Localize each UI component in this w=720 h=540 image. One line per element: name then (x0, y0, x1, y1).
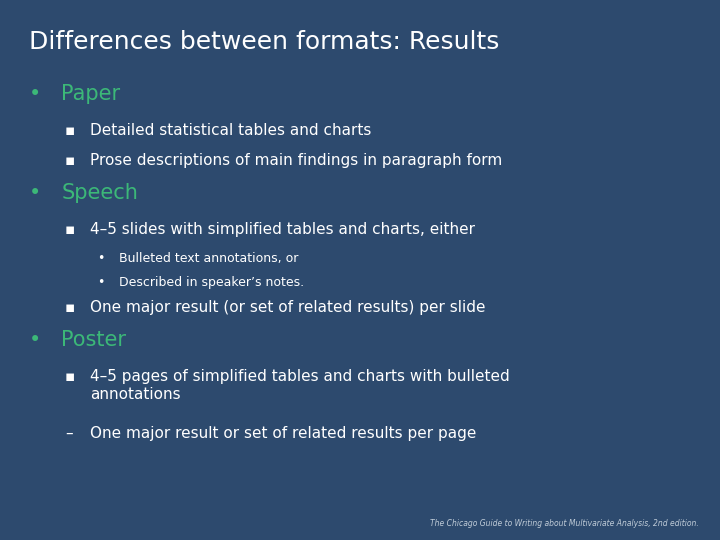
Text: –: – (65, 426, 73, 441)
Text: 4–5 pages of simplified tables and charts with bulleted
annotations: 4–5 pages of simplified tables and chart… (90, 369, 510, 402)
Text: ▪: ▪ (65, 369, 75, 384)
Text: Described in speaker’s notes.: Described in speaker’s notes. (119, 276, 304, 289)
Text: 4–5 slides with simplified tables and charts, either: 4–5 slides with simplified tables and ch… (90, 222, 475, 237)
Text: ▪: ▪ (65, 123, 75, 138)
Text: One major result (or set of related results) per slide: One major result (or set of related resu… (90, 300, 485, 315)
Text: •: • (29, 183, 41, 202)
Text: Prose descriptions of main findings in paragraph form: Prose descriptions of main findings in p… (90, 153, 503, 168)
Text: •: • (97, 276, 104, 289)
Text: One major result or set of related results per page: One major result or set of related resul… (90, 426, 477, 441)
Text: ▪: ▪ (65, 222, 75, 237)
Text: •: • (29, 330, 41, 350)
Text: ▪: ▪ (65, 153, 75, 168)
Text: Differences between formats: Results: Differences between formats: Results (29, 30, 499, 53)
Text: •: • (97, 252, 104, 265)
Text: Bulleted text annotations, or: Bulleted text annotations, or (119, 252, 298, 265)
Text: Paper: Paper (61, 84, 120, 104)
Text: Speech: Speech (61, 183, 138, 202)
Text: Detailed statistical tables and charts: Detailed statistical tables and charts (90, 123, 372, 138)
Text: •: • (29, 84, 41, 104)
Text: Poster: Poster (61, 330, 126, 350)
Text: The Chicago Guide to Writing about Multivariate Analysis, 2nd edition.: The Chicago Guide to Writing about Multi… (430, 519, 698, 528)
Text: ▪: ▪ (65, 300, 75, 315)
